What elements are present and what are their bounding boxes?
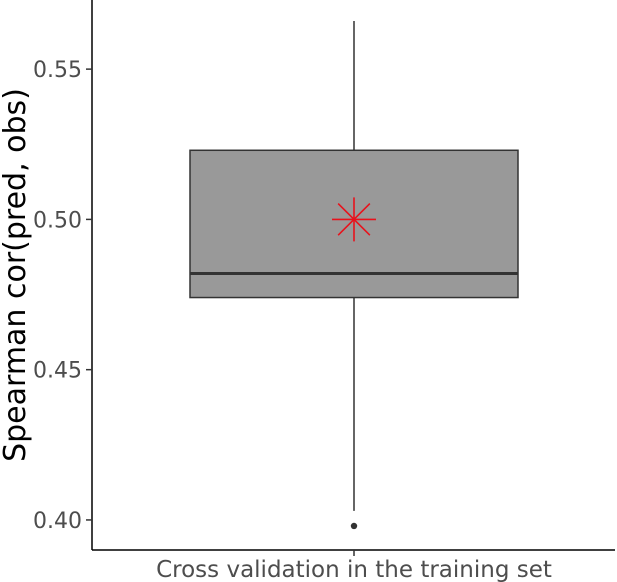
box-group xyxy=(189,21,519,530)
y-tick-label: 0.45 xyxy=(33,359,82,384)
outliers xyxy=(350,522,358,530)
y-ticks: 0.40 0.45 0.50 0.55 xyxy=(33,58,92,534)
mean-marker xyxy=(332,197,376,242)
y-tick-label: 0.55 xyxy=(33,58,82,83)
y-tick-label: 0.40 xyxy=(33,509,82,534)
mean-marker-stroke xyxy=(337,202,371,236)
x-category-label: Cross validation in the training set xyxy=(156,557,552,582)
y-axis-title: Spearman cor(pred, obs) xyxy=(0,88,33,462)
y-tick-label: 0.50 xyxy=(33,208,82,233)
outlier-point xyxy=(350,522,358,530)
